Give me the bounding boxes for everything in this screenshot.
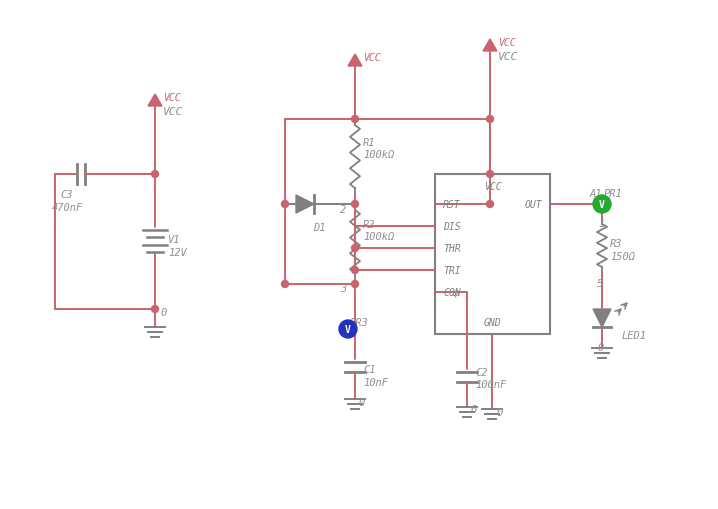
Text: VCC: VCC <box>163 107 183 117</box>
Circle shape <box>352 281 358 288</box>
Text: 1: 1 <box>598 218 605 229</box>
Text: CON: CON <box>443 288 461 297</box>
Text: 0: 0 <box>358 397 364 407</box>
Circle shape <box>339 320 357 338</box>
Circle shape <box>352 201 358 208</box>
Text: 12V: 12V <box>168 247 187 258</box>
Text: VCC: VCC <box>163 93 181 103</box>
Text: TRI: TRI <box>443 266 461 275</box>
Text: GND: GND <box>484 318 501 327</box>
Text: C3: C3 <box>60 190 73 200</box>
Text: PR3: PR3 <box>350 318 369 327</box>
Text: 100kΩ: 100kΩ <box>363 232 394 242</box>
Text: V: V <box>599 200 605 210</box>
Text: C2: C2 <box>475 367 488 377</box>
Text: 2: 2 <box>340 205 346 215</box>
Text: VCC: VCC <box>498 52 518 62</box>
Text: VCC: VCC <box>484 182 501 191</box>
Text: 100nF: 100nF <box>475 379 506 389</box>
Text: 5: 5 <box>597 278 603 289</box>
Text: DIS: DIS <box>443 221 461 232</box>
Circle shape <box>487 171 493 178</box>
Circle shape <box>281 281 289 288</box>
Text: 3: 3 <box>340 284 346 293</box>
Circle shape <box>352 116 358 123</box>
Text: 4: 4 <box>452 290 458 299</box>
Text: 10nF: 10nF <box>363 377 388 387</box>
Text: 0: 0 <box>470 404 476 414</box>
Polygon shape <box>296 195 314 214</box>
Circle shape <box>352 267 358 274</box>
Circle shape <box>352 245 358 252</box>
Text: R3: R3 <box>610 239 623 248</box>
Text: 0: 0 <box>160 307 167 318</box>
Circle shape <box>151 306 159 313</box>
Text: 150Ω: 150Ω <box>610 251 635 262</box>
Text: A1: A1 <box>590 189 602 199</box>
Text: PR1: PR1 <box>604 189 623 199</box>
Text: 100kΩ: 100kΩ <box>363 150 394 160</box>
Circle shape <box>487 201 493 208</box>
Text: OUT: OUT <box>524 200 542 210</box>
Polygon shape <box>148 95 162 107</box>
Text: 470nF: 470nF <box>52 203 83 213</box>
Polygon shape <box>593 309 611 327</box>
Circle shape <box>593 195 611 214</box>
Text: V: V <box>345 324 351 334</box>
Text: VCC: VCC <box>498 38 516 48</box>
Text: R1: R1 <box>363 138 376 148</box>
Text: 0: 0 <box>598 343 605 352</box>
Text: THR: THR <box>443 243 461 253</box>
Text: LED1: LED1 <box>622 330 647 341</box>
Circle shape <box>487 116 493 123</box>
Polygon shape <box>483 40 497 52</box>
Circle shape <box>281 201 289 208</box>
Polygon shape <box>348 55 362 67</box>
Text: VCC: VCC <box>363 53 381 63</box>
Text: D1: D1 <box>313 222 325 233</box>
Text: RST: RST <box>443 200 461 210</box>
Text: C1: C1 <box>363 364 376 374</box>
Text: R2: R2 <box>363 219 376 230</box>
Text: V1: V1 <box>168 235 180 244</box>
Bar <box>435 175 550 334</box>
Text: 0: 0 <box>496 407 503 417</box>
Circle shape <box>151 171 159 178</box>
